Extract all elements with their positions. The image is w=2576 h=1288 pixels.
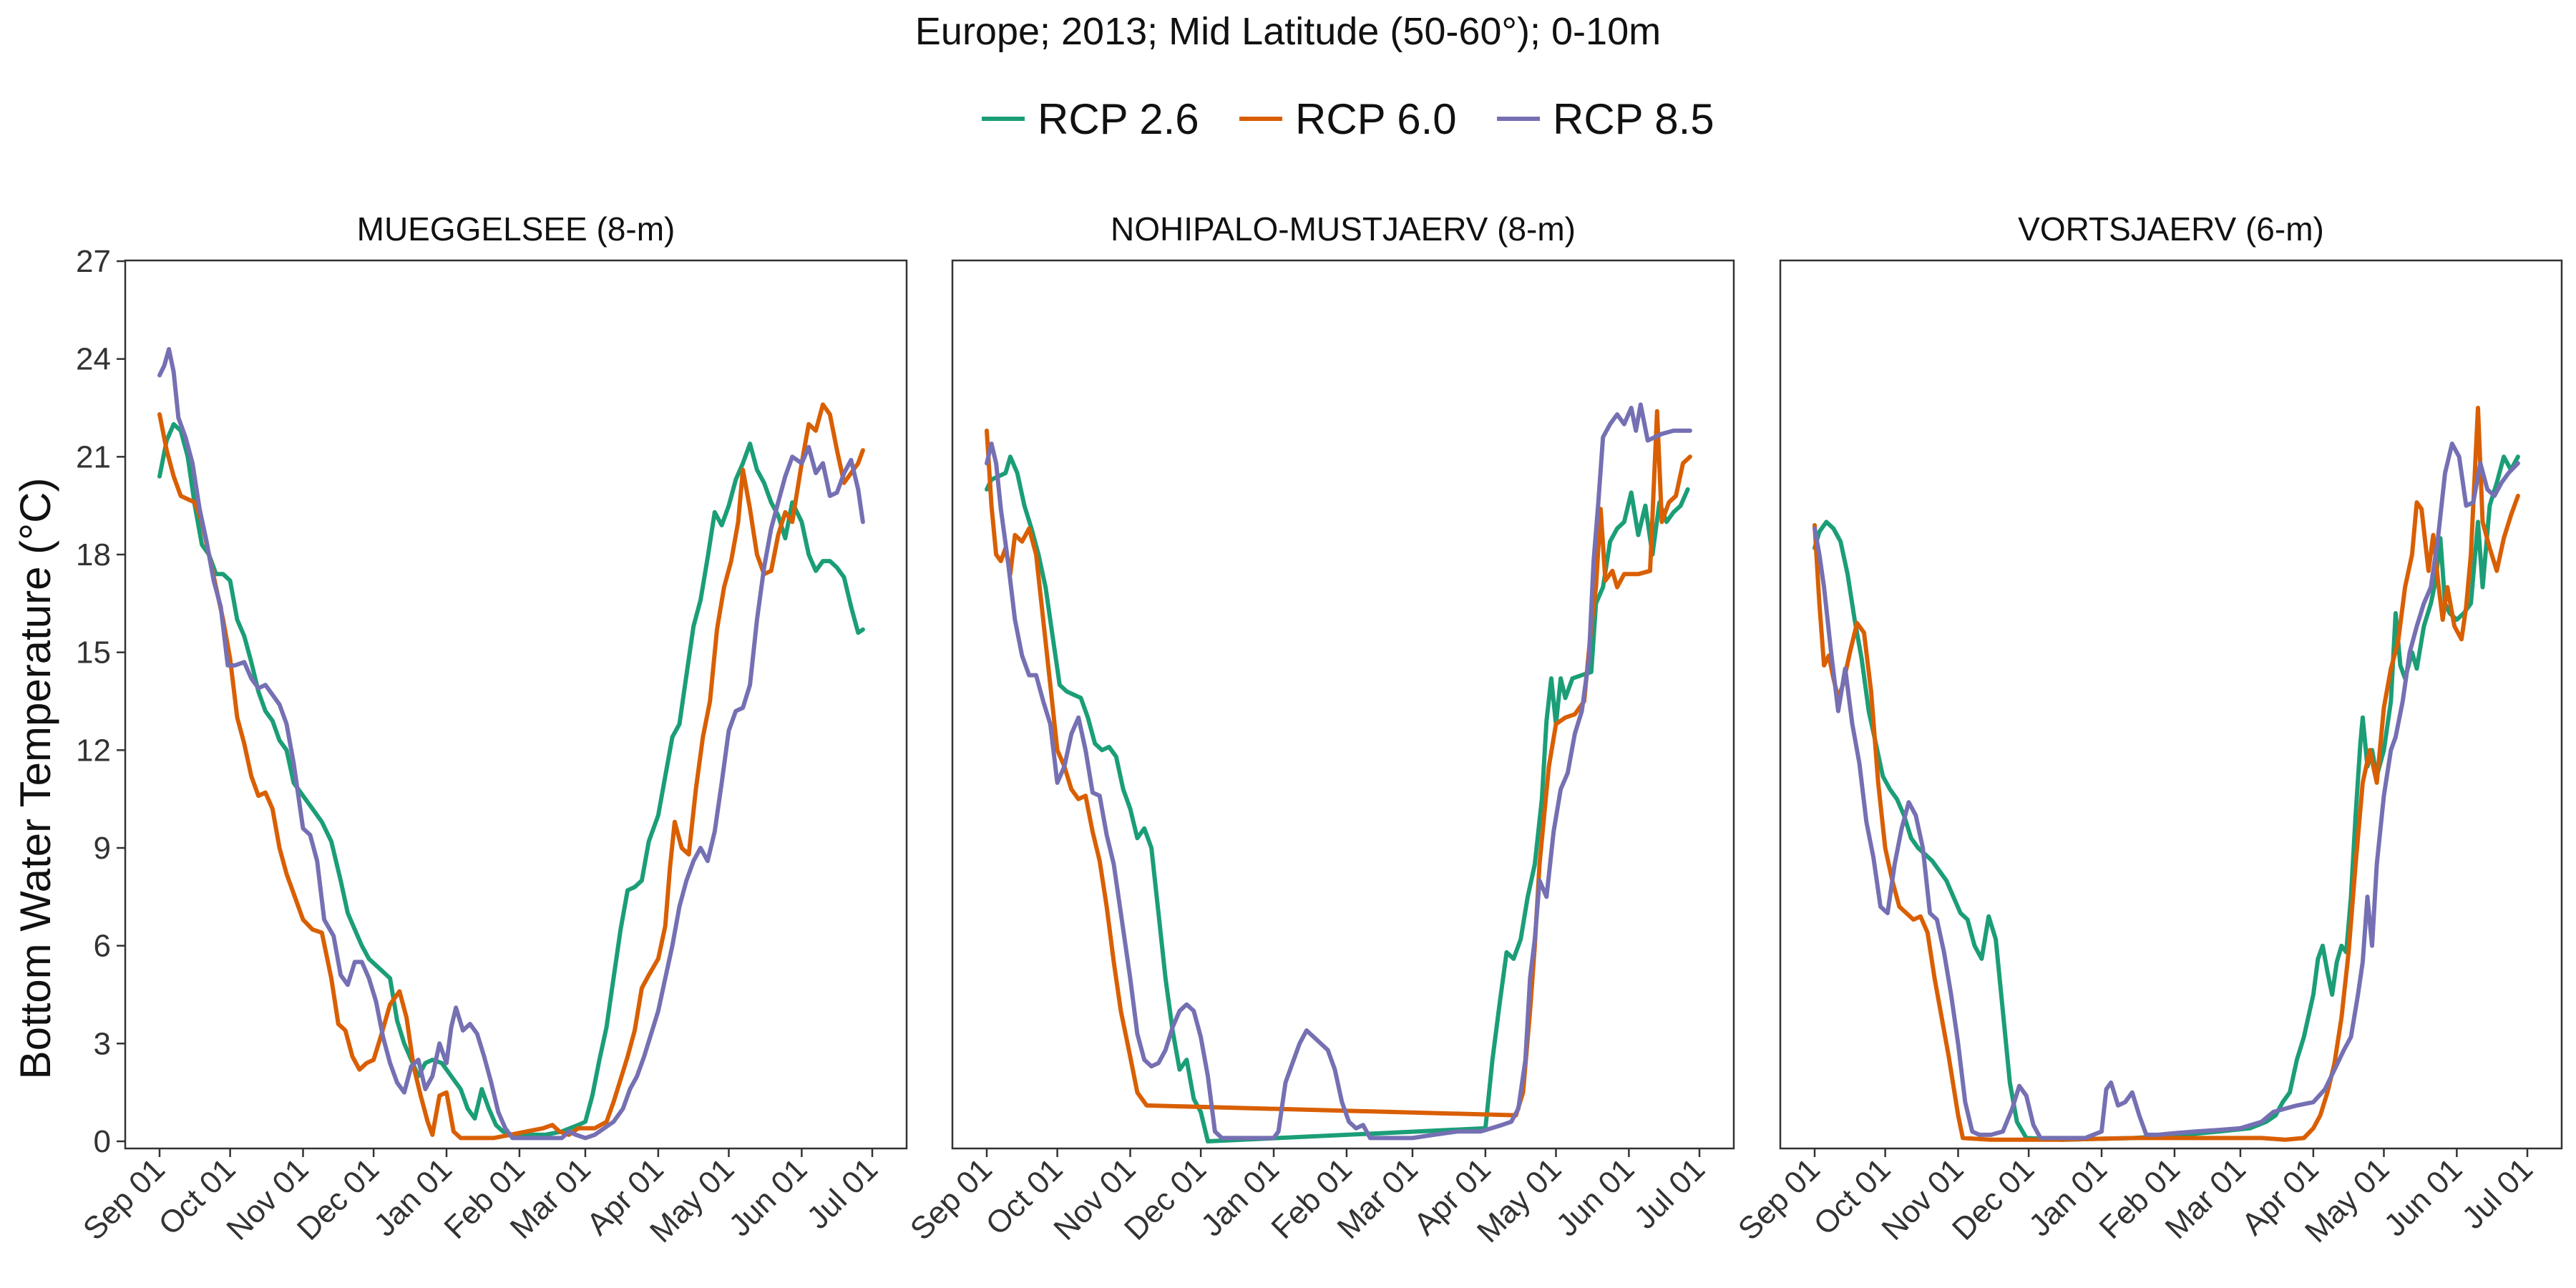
y-tick-label: 18 [76,537,111,572]
legend-label: RCP 8.5 [1553,95,1714,143]
x-tick-label: Dec 01 [1946,1151,2041,1246]
x-tick-label: Sep 01 [1732,1151,1827,1246]
y-tick-label: 21 [76,439,111,474]
y-axis-label: Bottom Water Temperature (°C) [11,478,59,1080]
x-tick-label: Jul 01 [800,1151,884,1236]
series-line-rcp-2-6 [985,454,1690,1143]
y-tick-label: 3 [94,1026,111,1061]
panel-frame [1779,259,2563,1150]
x-tick-label: Jan 01 [2022,1151,2114,1243]
y-tick-label: 15 [76,635,111,670]
x-tick-label: Sep 01 [904,1151,999,1246]
panel-title: MUEGGELSEE (8-m) [357,210,675,248]
y-tick-label: 9 [94,831,111,866]
legend-item-rcp-6-0: RCP 6.0 [1239,95,1457,143]
legend: RCP 2.6 RCP 6.0 RCP 8.5 [982,95,1714,143]
legend-item-rcp-2-6: RCP 2.6 [982,95,1199,143]
x-tick-label: Jan 01 [1194,1151,1286,1243]
legend-item-rcp-8-5: RCP 8.5 [1497,95,1714,143]
series-line-rcp-6-0 [985,409,1692,1118]
series-line-rcp-2-6 [157,421,865,1137]
panel-frame [124,259,908,1150]
y-tick-label: 12 [76,733,111,768]
x-tick-label: Jul 01 [2455,1151,2540,1236]
y-tick-label: 6 [94,929,111,964]
series-line-rcp-6-0 [1813,406,2520,1142]
x-tick-label: Sep 01 [77,1151,172,1246]
panel-frame [951,259,1735,1150]
series-line-rcp-6-0 [157,402,865,1141]
x-tick-label: Jun 01 [722,1151,814,1243]
series-line-rcp-8-5 [985,402,1692,1141]
y-tick-label: 24 [76,342,111,377]
legend-label: RCP 2.6 [1038,95,1199,143]
x-tick-label: Jul 01 [1627,1151,1712,1236]
x-tick-label: Dec 01 [1118,1151,1213,1246]
x-tick-label: Dec 01 [291,1151,386,1246]
panel-title: VORTSJAERV (6-m) [2018,210,2324,248]
chart-title: Europe; 2013; Mid Latitude (50-60°); 0-1… [915,10,1661,53]
panel-title: NOHIPALO-MUSTJAERV (8-m) [1111,210,1576,248]
legend-label: RCP 6.0 [1295,95,1457,143]
series-line-rcp-8-5 [1813,441,2520,1141]
x-tick-label: Jun 01 [1549,1151,1641,1243]
y-tick-label: 27 [76,244,111,279]
x-tick-label: Jan 01 [367,1151,459,1243]
x-tick-label: Jun 01 [2377,1151,2469,1243]
series-line-rcp-8-5 [157,347,865,1141]
y-tick-label: 0 [94,1124,111,1159]
